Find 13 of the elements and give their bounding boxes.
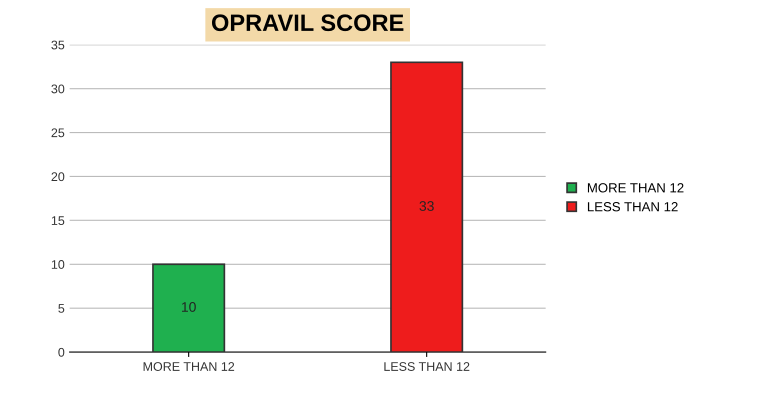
data-label: 33 [419, 201, 434, 211]
y-tick-label: 10 [52, 260, 64, 269]
y-tick-label: 15 [52, 216, 64, 226]
y-tick-label: 25 [52, 128, 64, 138]
legend-label: LESS THAN 12 [588, 202, 678, 212]
y-tick-label: 20 [52, 172, 64, 182]
y-tick-label: 5 [58, 304, 64, 313]
chart-title: OPRAVIL SCORE [212, 14, 404, 32]
legend-label: MORE THAN 12 [588, 183, 684, 193]
y-tick-label: 0 [58, 348, 64, 357]
y-tick-label: 35 [51, 40, 64, 50]
y-tick-label: 30 [51, 84, 64, 94]
data-label: 10 [182, 302, 196, 312]
